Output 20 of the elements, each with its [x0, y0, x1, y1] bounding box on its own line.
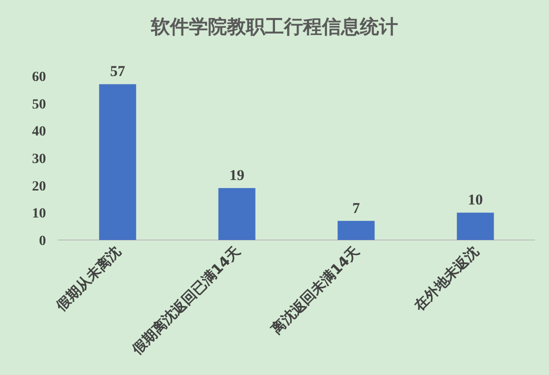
bar: [218, 188, 256, 240]
y-tick-label: 10: [32, 206, 46, 222]
bar: [456, 212, 494, 240]
y-tick-label: 50: [32, 97, 46, 112]
y-tick-label: 60: [32, 70, 46, 85]
y-tick-label: 40: [32, 124, 46, 140]
x-tick-label: 在外地未返沈: [410, 242, 482, 315]
data-label: 10: [468, 192, 483, 209]
y-tick-label: 20: [32, 179, 46, 194]
data-label: 7: [352, 200, 360, 217]
bar: [99, 84, 136, 240]
chart-title: 软件学院教职工行程信息统计: [150, 16, 398, 38]
data-label: 19: [229, 168, 244, 184]
x-tick-label: 假期从未离沈: [52, 242, 124, 315]
data-label: 57: [110, 64, 126, 80]
x-tick-label: 离沈返回未满14天: [267, 242, 364, 339]
y-tick-label: 30: [32, 152, 46, 167]
x-tick-label: 假期离沈返回已满14天: [128, 242, 244, 358]
y-tick-label: 0: [39, 234, 46, 249]
bar: [338, 220, 375, 240]
